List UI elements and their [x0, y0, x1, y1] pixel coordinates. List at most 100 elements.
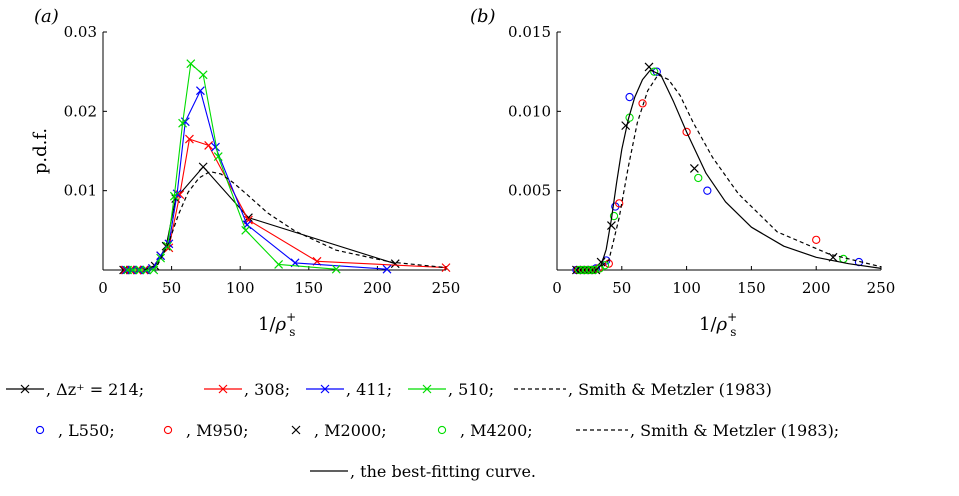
x-axis-label-sup: + — [727, 310, 737, 324]
x-tick-label: 150 — [294, 279, 323, 297]
series-5 — [143, 171, 447, 271]
series-line — [143, 171, 447, 271]
legend-item: , Smith & Metzler (1983) — [514, 380, 772, 399]
data-point — [441, 263, 451, 273]
data-point — [142, 265, 152, 275]
data-point — [574, 265, 584, 275]
x-tick-label: 50 — [612, 279, 631, 297]
legend-item: , M2000; — [291, 421, 387, 440]
series-4 — [123, 59, 341, 275]
series-3 — [572, 62, 838, 275]
legend-marker — [218, 384, 228, 394]
legend-label: , 510; — [448, 380, 494, 399]
x-tick-label: 250 — [432, 279, 461, 297]
legend-marker — [20, 384, 30, 394]
x-axis-label-sup: + — [286, 310, 296, 324]
data-point — [198, 162, 208, 172]
legend-label: , Smith & Metzler (1983) — [568, 380, 772, 399]
data-point — [128, 265, 138, 275]
legend-item: , M950; — [163, 421, 248, 440]
y-tick-label: 0.005 — [508, 182, 551, 200]
legend-item: , Smith & Metzler (1983); — [576, 421, 839, 440]
legend-label: , Δz⁺ = 214; — [46, 380, 144, 399]
legend-item: , 510; — [408, 380, 494, 399]
data-point — [169, 191, 179, 201]
data-point — [703, 186, 712, 195]
data-point — [812, 235, 821, 245]
x-axis-label-sub: s — [289, 325, 295, 339]
data-point — [607, 221, 616, 230]
data-point — [682, 127, 691, 137]
x-tick-label: 100 — [226, 279, 255, 297]
data-point — [615, 199, 624, 208]
x-tick-label: 150 — [737, 279, 766, 297]
data-point — [135, 265, 145, 275]
y-tick-label: 0.03 — [64, 23, 97, 41]
series-line — [595, 69, 882, 271]
x-axis-label-sub: s — [730, 325, 736, 339]
y-tick-label: 0.01 — [64, 182, 97, 200]
data-point — [185, 134, 194, 144]
x-axis-label: 1/ρ+ s — [258, 310, 296, 339]
data-point — [621, 121, 631, 131]
data-point — [241, 225, 251, 235]
panel-label: (a) — [34, 6, 59, 27]
x-axis-label: 1/ρ+ s — [699, 310, 737, 339]
legend-item: , M4200; — [437, 421, 533, 440]
series-line — [595, 74, 882, 271]
data-point — [689, 164, 699, 173]
legend-label: , M950; — [186, 421, 248, 440]
data-point — [195, 86, 205, 96]
data-point — [586, 265, 595, 275]
data-point — [582, 265, 591, 275]
data-point — [590, 265, 599, 275]
y-tick-label: 0.010 — [508, 102, 551, 120]
data-point — [213, 152, 223, 161]
series-3 — [121, 86, 392, 275]
legend-marker — [163, 425, 173, 435]
legend: , Δz⁺ = 214; , 308; , 411; , 510; , Smith & … — [6, 380, 839, 481]
legend-item: , 308; — [204, 380, 290, 399]
legend-marker — [320, 384, 330, 394]
legend-label: , the best-fitting curve. — [350, 462, 536, 481]
data-point — [119, 265, 129, 275]
legend-label: , Smith & Metzler (1983); — [630, 421, 839, 440]
legend-label: , M4200; — [460, 421, 533, 440]
series-6 — [595, 69, 882, 271]
data-point — [694, 173, 703, 183]
data-point — [204, 141, 214, 150]
legend-label: , L550; — [58, 421, 115, 440]
data-point — [638, 99, 647, 108]
data-point — [382, 264, 392, 274]
legend-marker — [35, 425, 45, 435]
data-point — [578, 265, 588, 275]
data-point — [572, 265, 581, 275]
panel-label: (b) — [470, 6, 496, 27]
legend-item: , 411; — [306, 380, 392, 399]
panel-a: 0 50 100 150 200 250 0.01 0.02 0.03 (a) p.d.f. 1/ρ+… — [30, 6, 460, 339]
data-point — [211, 142, 220, 152]
x-tick-label: 200 — [363, 279, 392, 297]
data-point — [186, 59, 196, 69]
series-line — [127, 63, 337, 271]
x-axis-label-main: 1/ — [699, 314, 717, 335]
x-axis-label-main: 1/ — [258, 314, 276, 335]
series-2 — [573, 99, 821, 275]
legend-label: , M2000; — [314, 421, 387, 440]
x-tick-label: 100 — [672, 279, 701, 297]
x-tick-label: 0 — [552, 279, 562, 297]
series-4 — [574, 67, 848, 275]
y-tick-label: 0.02 — [64, 102, 97, 120]
data-point — [575, 265, 585, 275]
legend-item: , the best-fitting curve. — [310, 462, 536, 481]
legend-marker — [422, 384, 432, 394]
x-tick-label: 200 — [802, 279, 831, 297]
legend-label: , 308; — [244, 380, 290, 399]
data-point — [650, 67, 659, 76]
x-axis-label-symbol: ρ — [275, 314, 287, 335]
legend-item: , L550; — [35, 421, 115, 440]
legend-item: , Δz⁺ = 214; — [6, 380, 144, 399]
data-point — [164, 239, 174, 249]
data-point — [198, 70, 208, 80]
